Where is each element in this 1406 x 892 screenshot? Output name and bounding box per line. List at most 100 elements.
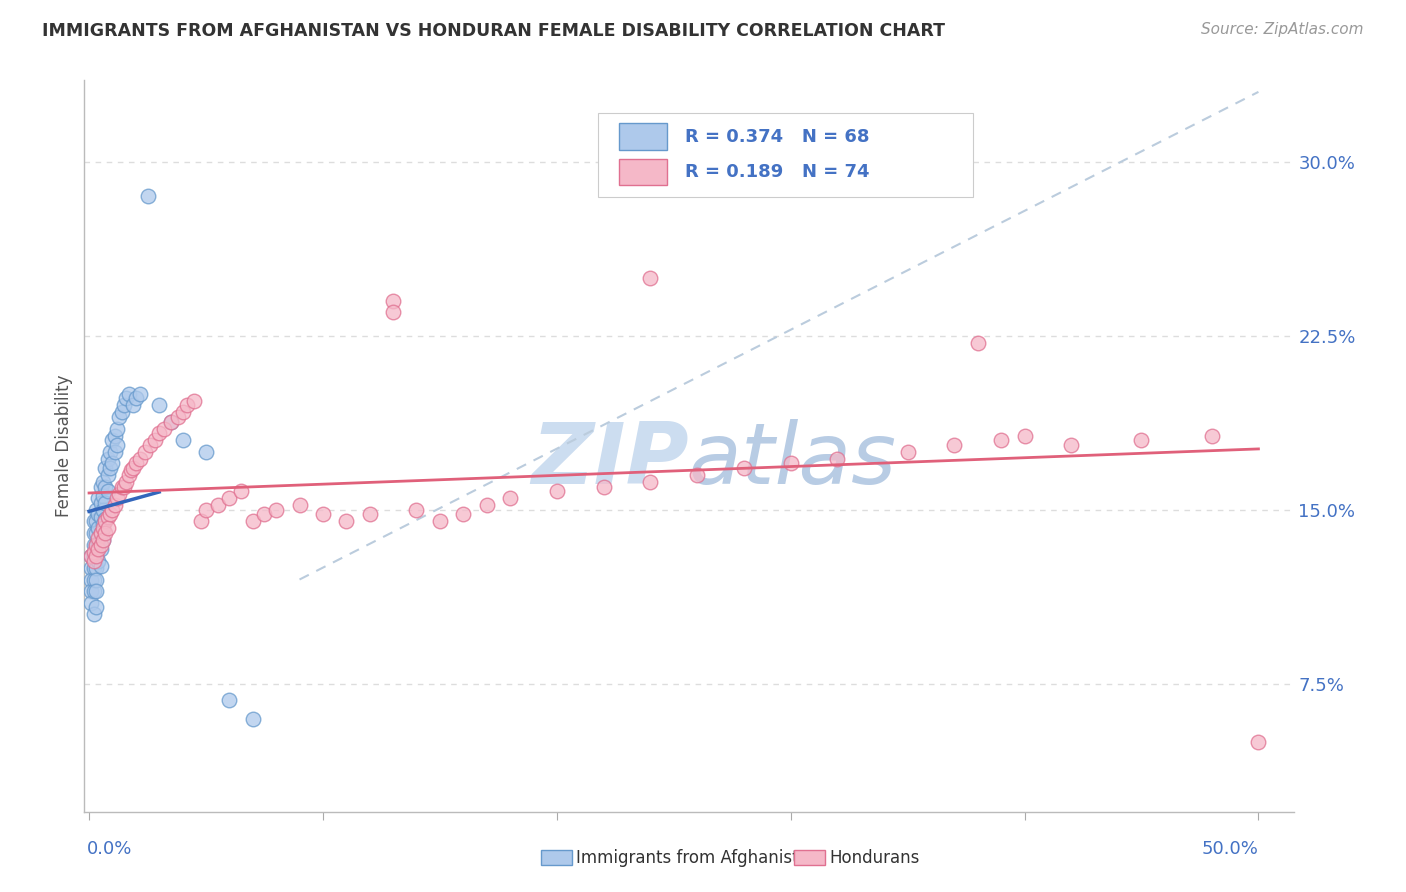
Point (115, 392, 138, 406)
Point (242, 712, 264, 726)
Point (91, 533, 114, 547)
Point (84, 515, 107, 529)
Point (264, 503, 287, 517)
Point (1130, 433, 1153, 447)
Text: R = 0.374   N = 68: R = 0.374 N = 68 (685, 128, 870, 145)
Point (83, 544, 105, 558)
Point (90, 526, 112, 541)
Point (94, 461, 117, 475)
Point (83, 526, 105, 541)
Point (499, 491, 522, 506)
Point (91, 489, 114, 503)
Point (218, 693, 240, 707)
Point (80, 573, 103, 587)
Text: 0.0%: 0.0% (87, 839, 132, 857)
Point (153, 421, 176, 435)
Point (190, 515, 212, 529)
Point (546, 484, 568, 499)
Point (87, 508, 110, 522)
Point (253, 508, 276, 522)
Point (84, 538, 107, 552)
Point (382, 293, 405, 308)
Point (90, 542, 112, 557)
Point (87, 554, 110, 568)
Point (91, 533, 114, 547)
Point (827, 451, 849, 466)
Point (101, 433, 124, 447)
Point (183, 393, 205, 408)
Point (101, 503, 124, 517)
Point (94, 512, 117, 526)
Point (134, 445, 156, 459)
Point (105, 438, 128, 452)
Point (640, 475, 662, 489)
Point (733, 461, 755, 475)
Point (120, 463, 142, 477)
Point (84, 600, 107, 615)
Point (111, 405, 134, 419)
Point (1247, 735, 1270, 749)
Point (83, 554, 105, 568)
Point (1014, 428, 1036, 442)
Point (335, 515, 357, 529)
Point (83, 549, 105, 564)
Point (122, 461, 145, 475)
Point (84, 538, 107, 552)
Point (84, 549, 107, 564)
Point (118, 468, 141, 483)
Text: R = 0.189   N = 74: R = 0.189 N = 74 (685, 162, 870, 181)
Point (429, 515, 451, 529)
Point (129, 386, 152, 401)
Point (97, 521, 120, 535)
Point (1060, 438, 1083, 452)
Point (87, 491, 110, 506)
Point (90, 526, 112, 541)
Point (98, 445, 121, 459)
Point (112, 398, 135, 412)
Point (90, 480, 112, 494)
Point (640, 270, 662, 285)
Point (207, 498, 229, 512)
Point (108, 486, 131, 500)
FancyBboxPatch shape (599, 113, 973, 197)
Point (115, 475, 138, 489)
Point (139, 438, 162, 452)
Point (943, 438, 966, 452)
Point (405, 503, 427, 517)
Point (87, 531, 110, 545)
Point (125, 392, 148, 406)
Point (98, 508, 121, 522)
Point (80, 561, 103, 575)
Point (83, 515, 105, 529)
Text: atlas: atlas (689, 419, 897, 502)
Point (97, 484, 120, 499)
Point (779, 457, 801, 471)
Point (80, 596, 103, 610)
Point (359, 508, 381, 522)
Point (592, 480, 614, 494)
Point (104, 428, 127, 442)
Point (90, 496, 112, 510)
Point (111, 480, 134, 494)
Point (176, 398, 198, 412)
Point (118, 386, 141, 401)
Point (125, 457, 148, 471)
Point (167, 409, 190, 424)
Point (83, 538, 105, 552)
Point (129, 451, 152, 466)
Point (84, 503, 107, 517)
Point (84, 561, 107, 575)
Point (105, 491, 128, 506)
Point (104, 498, 127, 512)
Point (80, 584, 103, 599)
Point (136, 189, 159, 203)
Text: IMMIGRANTS FROM AFGHANISTAN VS HONDURAN FEMALE DISABILITY CORRELATION CHART: IMMIGRANTS FROM AFGHANISTAN VS HONDURAN … (42, 22, 945, 40)
Point (966, 335, 988, 350)
Text: 50.0%: 50.0% (1202, 839, 1258, 857)
Point (80, 549, 103, 564)
Point (94, 526, 117, 541)
Point (87, 521, 110, 535)
Point (990, 433, 1012, 447)
FancyBboxPatch shape (619, 159, 668, 185)
Point (101, 457, 124, 471)
